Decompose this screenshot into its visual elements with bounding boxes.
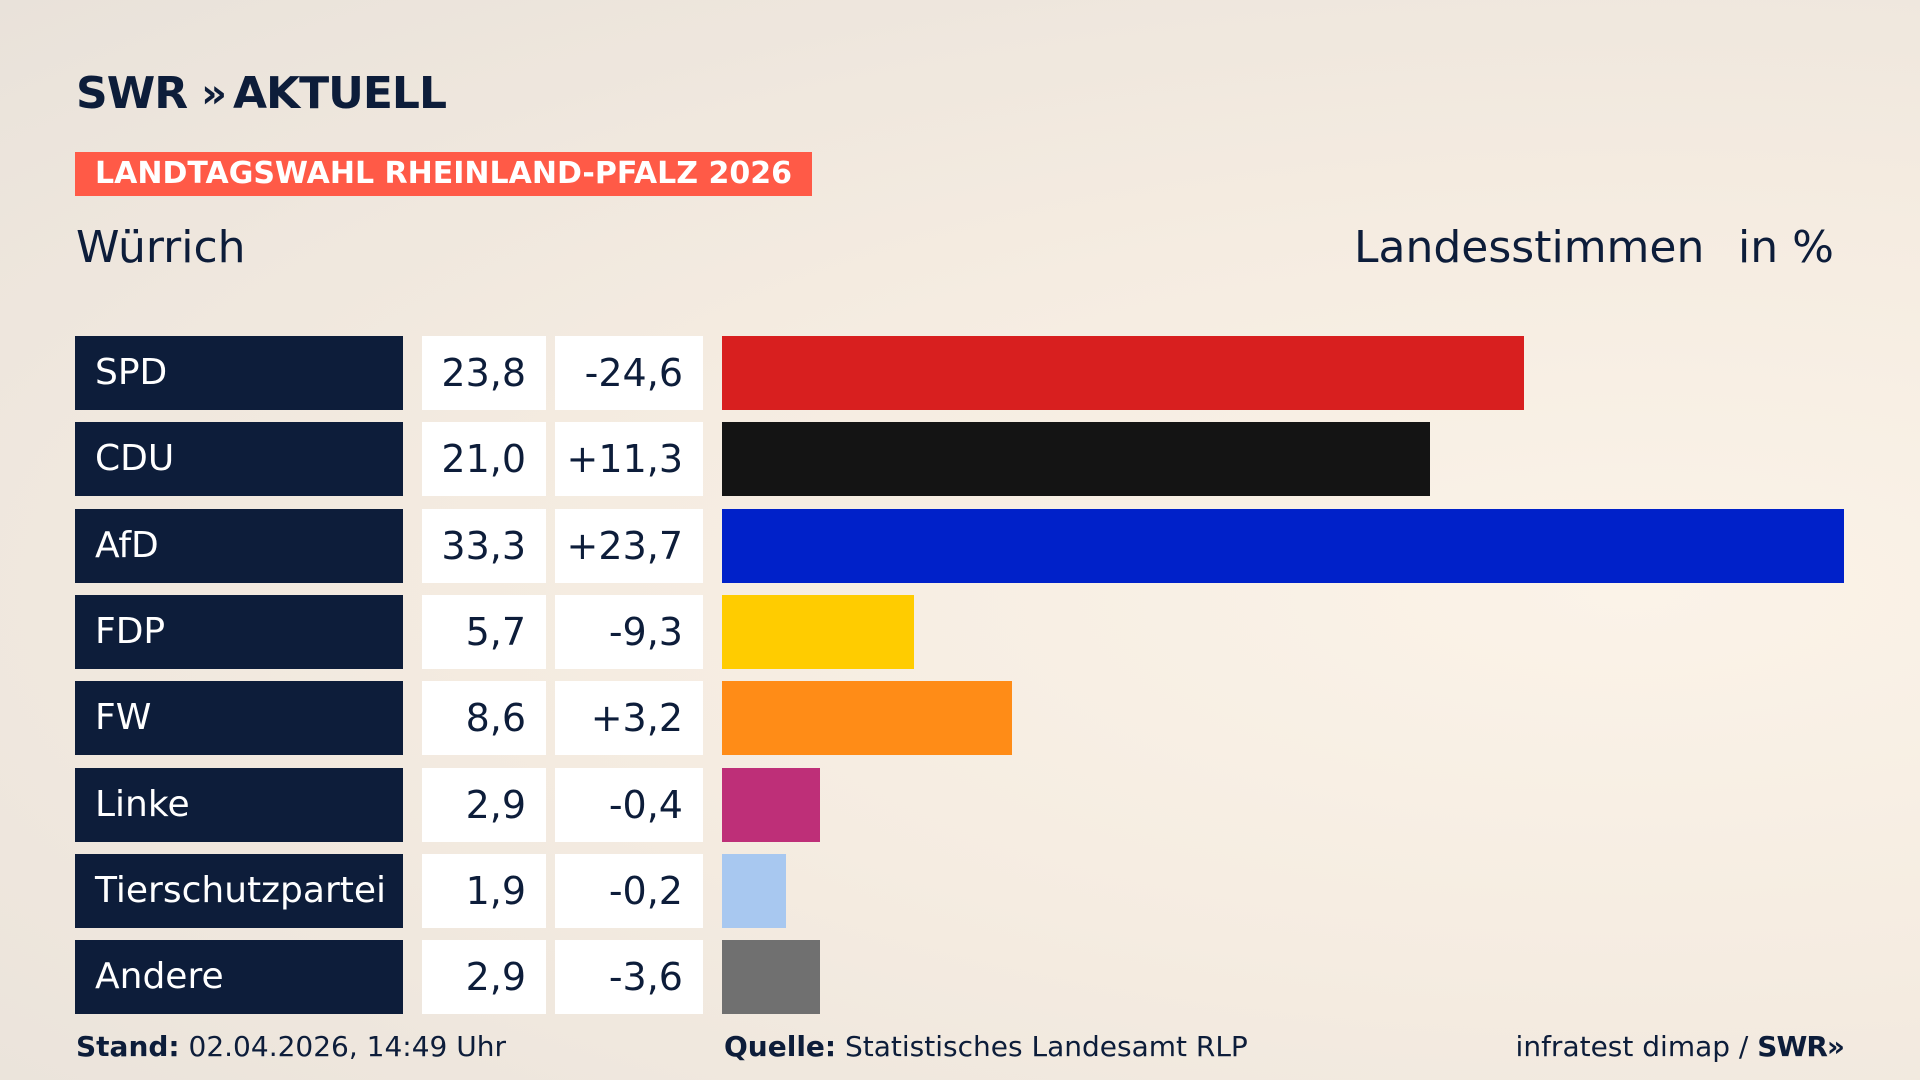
source-label: Quelle: bbox=[724, 1030, 837, 1063]
result-bar bbox=[722, 509, 1844, 583]
metric-label: Landesstimmen bbox=[1354, 222, 1705, 273]
footer-pollster: infratest dimap / SWR» bbox=[1515, 1030, 1845, 1063]
pollster-name: infratest dimap / bbox=[1515, 1030, 1749, 1063]
result-bar bbox=[722, 940, 820, 1014]
logo-program: AKTUELL bbox=[232, 68, 447, 119]
unit-label: in % bbox=[1738, 222, 1834, 273]
source-value: Statistisches Landesamt RLP bbox=[845, 1030, 1248, 1063]
result-bar bbox=[722, 768, 820, 842]
logo-arrows-icon: » bbox=[201, 70, 227, 117]
party-label: AfD bbox=[75, 509, 403, 583]
result-bar bbox=[722, 422, 1430, 496]
footer-source: Quelle: Statistisches Landesamt RLP bbox=[724, 1030, 1248, 1063]
change-label: -24,6 bbox=[555, 336, 703, 410]
vote-share-label: 5,7 bbox=[422, 595, 546, 669]
party-label: Andere bbox=[75, 940, 403, 1014]
stand-label: Stand: bbox=[76, 1030, 180, 1063]
result-bar bbox=[722, 595, 914, 669]
party-label: SPD bbox=[75, 336, 403, 410]
vote-share-label: 33,3 bbox=[422, 509, 546, 583]
vote-share-label: 23,8 bbox=[422, 336, 546, 410]
footer-stand: Stand: 02.04.2026, 14:49 Uhr bbox=[76, 1030, 506, 1063]
stand-value: 02.04.2026, 14:49 Uhr bbox=[188, 1030, 506, 1063]
change-label: -0,4 bbox=[555, 768, 703, 842]
logo-swr: SWR bbox=[76, 68, 188, 119]
change-label: +23,7 bbox=[555, 509, 703, 583]
swr-aktuell-logo: SWR » AKTUELL bbox=[76, 68, 447, 119]
change-label: +11,3 bbox=[555, 422, 703, 496]
change-label: +3,2 bbox=[555, 681, 703, 755]
vote-share-label: 2,9 bbox=[422, 768, 546, 842]
result-bar bbox=[722, 854, 786, 928]
party-label: Linke bbox=[75, 768, 403, 842]
vote-share-label: 1,9 bbox=[422, 854, 546, 928]
party-label: Tierschutzpartei bbox=[75, 854, 403, 928]
pollster-arrows-icon: » bbox=[1826, 1030, 1845, 1063]
result-bar bbox=[722, 681, 1012, 755]
change-label: -9,3 bbox=[555, 595, 703, 669]
party-label: FW bbox=[75, 681, 403, 755]
vote-share-label: 8,6 bbox=[422, 681, 546, 755]
change-label: -0,2 bbox=[555, 854, 703, 928]
result-bar bbox=[722, 336, 1524, 410]
party-label: FDP bbox=[75, 595, 403, 669]
municipality-title: Würrich bbox=[76, 222, 246, 273]
change-label: -3,6 bbox=[555, 940, 703, 1014]
pollster-swr-logo: SWR bbox=[1757, 1030, 1828, 1063]
election-badge: LANDTAGSWAHL RHEINLAND-PFALZ 2026 bbox=[75, 152, 812, 196]
party-label: CDU bbox=[75, 422, 403, 496]
vote-share-label: 2,9 bbox=[422, 940, 546, 1014]
vote-share-label: 21,0 bbox=[422, 422, 546, 496]
